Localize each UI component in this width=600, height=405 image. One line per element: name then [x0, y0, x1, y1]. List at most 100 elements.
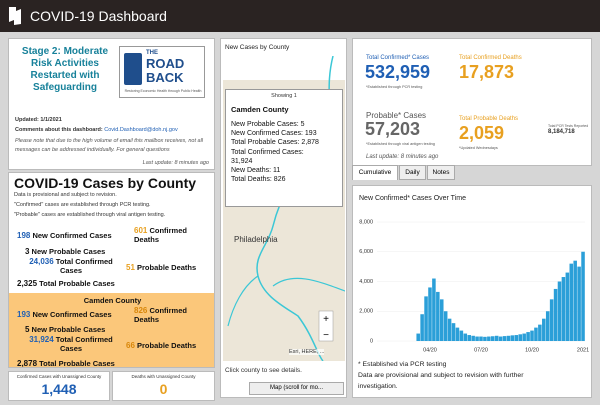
bar — [494, 335, 499, 341]
county-box: Camden County 193 New Confirmed Cases 82… — [9, 293, 214, 368]
comments-label: Comments about this dashboard: — [15, 127, 103, 133]
county-boundary — [227, 275, 259, 327]
bar — [542, 318, 546, 341]
zoom-in[interactable]: + — [323, 314, 329, 325]
chart-note: investigation. — [358, 383, 398, 390]
label: Total PCR Tests Reported — [548, 124, 589, 128]
map-tab[interactable]: Map (scroll for mo... — [249, 382, 344, 395]
popup-header: Showing 1 — [271, 93, 297, 99]
stat-label: Total Probable Cases — [39, 359, 115, 368]
bar — [424, 296, 428, 341]
popup-title: Camden County — [231, 105, 289, 114]
stat: 51 Probable Deaths — [126, 263, 196, 272]
bar — [447, 318, 452, 341]
stat-value: 2,878 — [17, 359, 38, 368]
stat-label: Probable Deaths — [137, 263, 197, 272]
email-link[interactable]: Covid.Dashboard@doh.nj.gov — [104, 127, 178, 133]
header-title: COVID-19 Dashboard — [30, 8, 167, 24]
y-tick-label: 4,000 — [359, 279, 373, 285]
bar — [463, 333, 468, 341]
note: Data is provisional and subject to revis… — [14, 192, 117, 198]
stat: 66 Probable Deaths — [126, 341, 196, 350]
tab[interactable]: Daily — [399, 165, 426, 180]
stat-value: 2,325 — [17, 279, 38, 288]
stat: 31,924 Total Confirmed Cases — [21, 335, 121, 353]
bar — [475, 336, 479, 341]
bar — [416, 333, 420, 341]
stat-value: 51 — [126, 263, 135, 272]
label: Total Confirmed* Cases — [366, 55, 430, 61]
place-label: Philadelphia — [234, 235, 278, 244]
y-tick-label: 8,000 — [359, 219, 373, 225]
bar — [518, 334, 523, 341]
road-back-logo: THE ROAD BACK Restoring Economic Health … — [119, 46, 205, 98]
value: 8,184,718 — [548, 129, 575, 135]
stat-value: 198 — [17, 231, 31, 240]
stat-value: 826 — [134, 306, 148, 315]
popup-line: New Probable Cases: 5 — [231, 121, 305, 128]
popup-line: New Deaths: 11 — [231, 167, 281, 175]
header: COVID-19 Dashboard — [0, 0, 600, 32]
bar — [538, 324, 542, 341]
stat: 2,325 Total Probable Cases — [17, 279, 115, 288]
note: "Confirmed" cases are established throug… — [14, 202, 151, 208]
y-tick-label: 2,000 — [359, 309, 373, 315]
bar — [545, 311, 550, 341]
stage-title: Stage 2: Moderate Risk Activities Restar… — [21, 46, 109, 93]
bar — [498, 336, 503, 341]
label: Probable* Cases — [366, 111, 427, 120]
bar — [479, 336, 483, 341]
chart-note: * Established via PCR testing — [358, 361, 447, 368]
chart-panel: New Confirmed* Cases Over Time * Establi… — [352, 185, 592, 398]
county-panel: COVID-19 Cases by County Data is provisi… — [8, 172, 215, 368]
chart: New Confirmed* Cases Over Time * Establi… — [358, 195, 589, 390]
last-update: Last update: 8 minutes ago — [142, 160, 209, 166]
label: Confirmed Cases with Unassigned County — [16, 374, 102, 379]
stat-value: 193 — [17, 310, 31, 319]
note: "Probable" cases are established through… — [14, 212, 166, 218]
bar — [443, 311, 448, 341]
tab[interactable]: Cumulative — [352, 165, 398, 180]
stage-panel: Stage 2: Moderate Risk Activities Restar… — [8, 38, 215, 170]
stat-value: 24,036 — [29, 257, 54, 266]
bar — [483, 336, 487, 341]
note: *Established through viral antigen testi… — [366, 142, 435, 146]
chart-title: New Confirmed* Cases Over Time — [359, 195, 466, 202]
bar — [514, 335, 519, 341]
note: Please note that due to the high volume … — [15, 138, 204, 153]
unassigned-cases: Confirmed Cases with Unassigned County 1… — [8, 371, 110, 401]
popup-line: Total Confirmed Cases: — [231, 148, 304, 156]
zoom-controls[interactable] — [318, 310, 334, 342]
y-tick-label: 0 — [370, 338, 373, 344]
stat: 24,036 Total Confirmed Cases — [21, 257, 121, 275]
stat-label: Total Confirmed Cases — [55, 335, 113, 353]
label: Total Confirmed Deaths — [459, 55, 522, 61]
zoom-out[interactable]: − — [323, 330, 329, 341]
tab[interactable]: Notes — [427, 165, 455, 180]
value: 1,448 — [41, 381, 77, 397]
unassigned-deaths: Deaths with Unassigned County 0 — [112, 371, 215, 401]
map-panel: New Cases by County + − Philadelphia Esr… — [220, 38, 347, 398]
popup-line: 31,924 — [231, 157, 253, 165]
y-tick-label: 6,000 — [359, 249, 373, 255]
popup: Showing 1 Camden County New Probable Cas… — [225, 89, 343, 207]
logo-text: ROAD — [146, 56, 185, 71]
bar — [557, 281, 562, 341]
bar — [573, 260, 577, 341]
stat-label: New Probable Cases — [31, 325, 106, 334]
map-hint: Click county to see details. — [225, 367, 302, 374]
stat-value: 31,924 — [29, 335, 54, 344]
chart-note: Data are provisional and subject to revi… — [358, 372, 524, 379]
comments: Comments about this dashboard: Covid.Das… — [15, 127, 178, 133]
stat-label: Confirmed Deaths — [134, 226, 187, 244]
logo-text: BACK — [146, 70, 184, 85]
stat-label: Total Confirmed Cases — [55, 257, 113, 275]
label: Total Probable Deaths — [459, 116, 519, 122]
bar — [577, 266, 581, 341]
stat: 2,878 Total Probable Cases — [17, 359, 115, 368]
value: 2,059 — [459, 123, 505, 143]
bar — [549, 299, 554, 341]
bar — [553, 288, 558, 341]
stat-label: Confirmed Deaths — [134, 306, 187, 324]
